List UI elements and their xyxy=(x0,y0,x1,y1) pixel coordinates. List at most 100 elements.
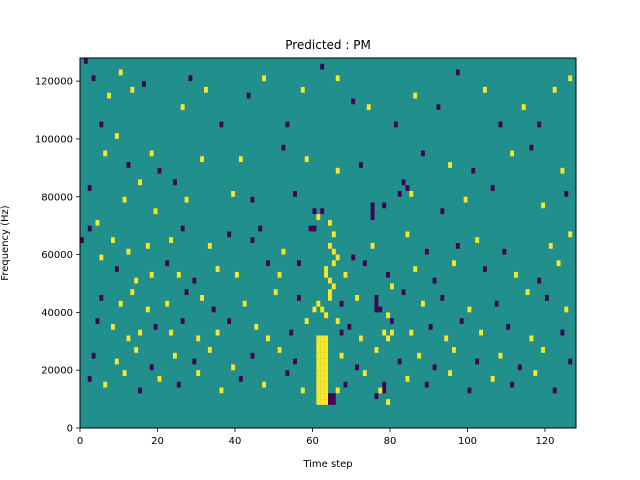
heatmap-cell-negative xyxy=(490,185,495,191)
heatmap-cell-positive xyxy=(196,335,201,342)
heatmap-cell-negative xyxy=(250,196,255,203)
heatmap-cell-negative xyxy=(238,375,243,382)
heatmap-cell-positive xyxy=(114,358,119,365)
heatmap-cell-positive xyxy=(355,295,360,301)
x-axis: 0 20 40 60 80 100 120 xyxy=(77,428,555,447)
heatmap-cell-positive xyxy=(157,375,162,382)
heatmap-cell-positive xyxy=(184,196,189,203)
heatmap-cell-positive xyxy=(126,248,131,255)
heatmap-cell-negative xyxy=(374,393,379,400)
heatmap-cell-negative xyxy=(502,248,507,255)
heatmap-cell-negative xyxy=(227,318,232,324)
heatmap-cell-positive xyxy=(405,375,410,382)
heatmap-cell-positive xyxy=(463,196,468,203)
heatmap-cell-positive xyxy=(300,387,305,394)
heatmap-cell-negative xyxy=(176,381,181,388)
heatmap-cell-negative xyxy=(351,98,356,105)
heatmap-cell-negative xyxy=(289,329,294,336)
heatmap-cell-negative xyxy=(149,364,154,371)
heatmap-cell-positive xyxy=(552,86,557,93)
heatmap-cell-negative xyxy=(455,69,460,76)
heatmap-cell-negative xyxy=(382,381,387,388)
heatmap-cell-positive xyxy=(556,260,561,267)
heatmap-cell-negative xyxy=(405,185,410,191)
heatmap-cell-negative xyxy=(455,243,460,249)
heatmap-cell-positive xyxy=(335,254,340,261)
heatmap-cell-positive xyxy=(417,352,422,359)
heatmap-cell-positive xyxy=(386,312,391,319)
heatmap-cell-positive xyxy=(254,323,259,330)
heatmap-cell-positive xyxy=(320,306,325,313)
heatmap-cell-positive xyxy=(448,370,453,376)
x-tick-label: 80 xyxy=(384,436,397,447)
heatmap-cell-negative xyxy=(467,387,472,394)
heatmap-cell-negative xyxy=(297,295,301,301)
heatmap-cell-positive xyxy=(331,231,336,238)
heatmap-cell-negative xyxy=(510,381,515,388)
heatmap-cell-positive xyxy=(328,243,332,249)
heatmap-cell-positive xyxy=(165,300,170,307)
heatmap-cell-negative xyxy=(246,92,251,99)
x-tick-label: 20 xyxy=(151,436,164,447)
heatmap-cell-positive xyxy=(324,352,329,359)
heatmap-cell-positive xyxy=(138,179,143,186)
heatmap-cell-positive xyxy=(169,329,174,336)
y-axis-label: Frequency (Hz) xyxy=(0,205,11,281)
heatmap-cell-positive xyxy=(529,335,534,342)
heatmap-cell-positive xyxy=(262,381,267,388)
heatmap-cell-positive xyxy=(316,393,321,400)
heatmap-cell-positive xyxy=(316,381,321,388)
heatmap-cell-negative xyxy=(378,306,383,313)
heatmap-cell-positive xyxy=(320,352,325,359)
x-tick-label: 0 xyxy=(77,436,83,447)
heatmap-cell-negative xyxy=(165,260,170,267)
heatmap-cell-negative xyxy=(153,323,158,330)
heatmap-cell-negative xyxy=(370,208,375,215)
heatmap-cell-negative xyxy=(401,179,406,186)
heatmap-cell-negative xyxy=(320,63,325,70)
heatmap-cell-positive xyxy=(149,150,154,157)
heatmap-cell-positive xyxy=(390,283,394,290)
heatmap-cell-positive xyxy=(560,167,565,174)
heatmap-cell-negative xyxy=(347,323,352,330)
heatmap-cell-negative xyxy=(359,162,363,168)
heatmap-cell-positive xyxy=(134,347,139,353)
heatmap-cell-positive xyxy=(324,271,329,278)
heatmap-cell-negative xyxy=(192,277,197,284)
heatmap-cell-positive xyxy=(122,196,127,203)
heatmap-cell-negative xyxy=(529,144,534,151)
heatmap-cell-positive xyxy=(207,243,212,249)
heatmap-cell-positive xyxy=(324,358,329,365)
heatmap-cell-negative xyxy=(374,300,379,307)
heatmap-cell-positive xyxy=(343,271,348,278)
heatmap-cell-negative xyxy=(343,381,348,388)
heatmap-cell-negative xyxy=(328,399,332,405)
heatmap-cell-negative xyxy=(157,167,162,174)
heatmap-cell-positive xyxy=(390,329,394,336)
heatmap-cell-negative xyxy=(483,266,487,272)
heatmap-cell-positive xyxy=(490,375,495,382)
heatmap-cell-positive xyxy=(207,347,212,353)
heatmap-cell-negative xyxy=(328,393,332,400)
heatmap-cell-positive xyxy=(479,329,484,336)
heatmap-cell-positive xyxy=(335,75,340,82)
heatmap-cell-positive xyxy=(564,306,569,313)
heatmap-cell-positive xyxy=(316,347,321,353)
heatmap-cell-positive xyxy=(448,162,453,168)
heatmap-cell-negative xyxy=(99,295,104,301)
heatmap-cell-positive xyxy=(324,399,329,405)
heatmap-cell-negative xyxy=(432,277,437,284)
heatmap-cell-negative xyxy=(219,121,224,128)
heatmap-cell-positive xyxy=(548,243,553,249)
heatmap-cell-positive xyxy=(316,341,321,348)
heatmap-cell-negative xyxy=(80,237,84,243)
heatmap-cell-negative xyxy=(568,358,573,365)
heatmap-cell-positive xyxy=(316,370,321,376)
heatmap-cell-negative xyxy=(188,75,193,82)
heatmap-cell-positive xyxy=(467,306,472,313)
heatmap-cell-negative xyxy=(293,190,298,197)
heatmap-cell-positive xyxy=(339,352,344,359)
heatmap-cell-negative xyxy=(250,352,255,359)
y-tick-label: 40000 xyxy=(41,308,73,319)
y-tick-label: 60000 xyxy=(41,250,73,261)
